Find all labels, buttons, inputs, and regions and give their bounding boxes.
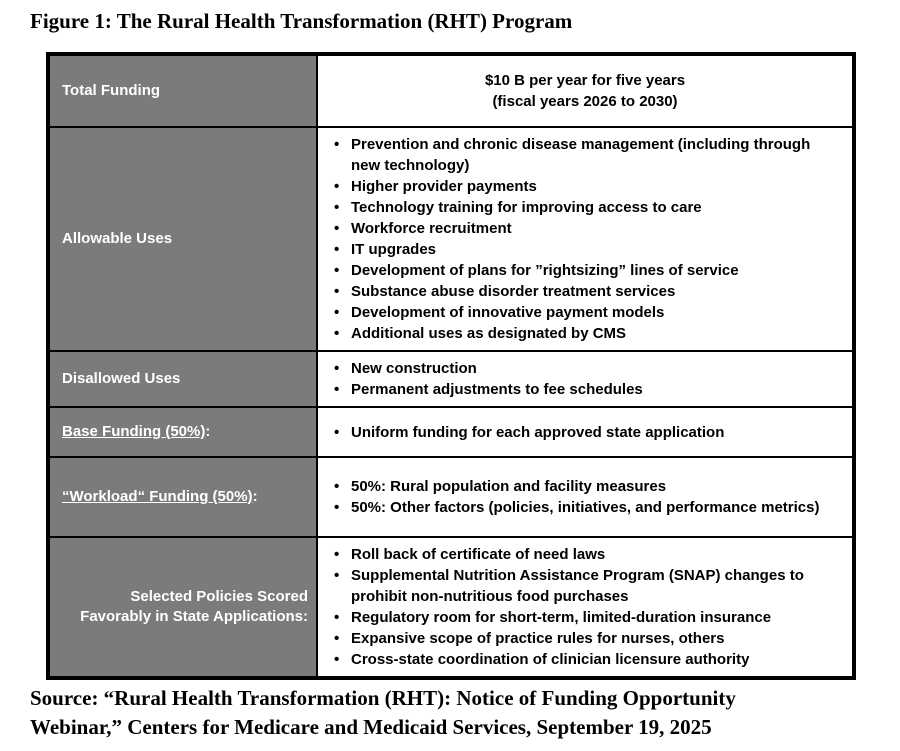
- rht-program-table: Total Funding $10 B per year for five yea…: [46, 52, 856, 680]
- bullet-item: Workforce recruitment: [334, 218, 842, 239]
- row-label-suffix: :: [205, 423, 211, 440]
- bullet-list: Uniform funding for each approved state …: [328, 422, 842, 443]
- table-row: Selected Policies Scored Favorably in St…: [47, 536, 855, 679]
- row-content-cell: $10 B per year for five years (fiscal yea…: [316, 53, 855, 128]
- row-content-cell: New constructionPermanent adjustments to…: [316, 350, 855, 408]
- row-label: “Workload“ Funding (50%): [62, 488, 253, 505]
- bullet-item: IT upgrades: [334, 239, 842, 260]
- row-label-cell: Base Funding (50%):: [47, 406, 318, 458]
- source-line-1: Source: “Rural Health Transformation (RH…: [30, 686, 736, 710]
- row-label-cell: Selected Policies Scored Favorably in St…: [47, 536, 318, 679]
- row-label-cell: Total Funding: [47, 53, 318, 128]
- bullet-item: Cross-state coordination of clinician li…: [334, 649, 842, 670]
- bullet-item: Roll back of certificate of need laws: [334, 544, 842, 565]
- row-content-cell: Roll back of certificate of need lawsSup…: [316, 536, 855, 679]
- bullet-item: Technology training for improving access…: [334, 197, 842, 218]
- bullet-list: Prevention and chronic disease managemen…: [328, 134, 842, 344]
- table-row: Total Funding $10 B per year for five yea…: [47, 53, 855, 128]
- bullet-list: Roll back of certificate of need lawsSup…: [328, 544, 842, 670]
- bullet-item: Prevention and chronic disease managemen…: [334, 134, 842, 176]
- table-row: Allowable Uses Prevention and chronic dis…: [47, 126, 855, 352]
- bullet-item: New construction: [334, 358, 842, 379]
- table-row: Base Funding (50%): Uniform funding for e…: [47, 406, 855, 458]
- bullet-item: Development of plans for ”rightsizing” l…: [334, 260, 842, 281]
- row-content-cell: 50%: Rural population and facility measu…: [316, 456, 855, 538]
- row-label-cell: Allowable Uses: [47, 126, 318, 352]
- row-label-suffix: :: [252, 488, 258, 505]
- row-content-cell: Uniform funding for each approved state …: [316, 406, 855, 458]
- content-line: (fiscal years 2026 to 2030): [492, 93, 678, 110]
- source-citation: Source: “Rural Health Transformation (RH…: [30, 684, 875, 742]
- row-label: Disallowed Uses: [62, 370, 181, 387]
- row-label: Allowable Uses: [62, 230, 173, 247]
- row-label: Total Funding: [62, 82, 161, 99]
- source-line-2: Webinar,” Centers for Medicare and Medic…: [30, 715, 712, 739]
- row-label-cell: “Workload“ Funding (50%):: [47, 456, 318, 538]
- bullet-item: Regulatory room for short-term, limited-…: [334, 607, 842, 628]
- bullet-item: Supplemental Nutrition Assistance Progra…: [334, 565, 842, 607]
- bullet-item: Additional uses as designated by CMS: [334, 323, 842, 344]
- table-row: Disallowed Uses New constructionPermanent…: [47, 350, 855, 408]
- bullet-item: 50%: Rural population and facility measu…: [334, 476, 842, 497]
- bullet-list: New constructionPermanent adjustments to…: [328, 358, 842, 400]
- row-label: Selected Policies Scored Favorably in St…: [80, 588, 308, 625]
- bullet-item: Permanent adjustments to fee schedules: [334, 379, 842, 400]
- bullet-item: 50%: Other factors (policies, initiative…: [334, 497, 842, 518]
- bullet-item: Substance abuse disorder treatment servi…: [334, 281, 842, 302]
- row-content-cell: Prevention and chronic disease managemen…: [316, 126, 855, 352]
- row-label: Base Funding (50%): [62, 423, 206, 440]
- content-line: $10 B per year for five years: [484, 72, 686, 89]
- bullet-item: Higher provider payments: [334, 176, 842, 197]
- row-label-cell: Disallowed Uses: [47, 350, 318, 408]
- table-row: “Workload“ Funding (50%): 50%: Rural popu…: [47, 456, 855, 538]
- bullet-list: 50%: Rural population and facility measu…: [328, 476, 842, 518]
- bullet-item: Expansive scope of practice rules for nu…: [334, 628, 842, 649]
- bullet-item: Development of innovative payment models: [334, 302, 842, 323]
- bullet-item: Uniform funding for each approved state …: [334, 422, 842, 443]
- figure-title: Figure 1: The Rural Health Transformatio…: [30, 9, 573, 33]
